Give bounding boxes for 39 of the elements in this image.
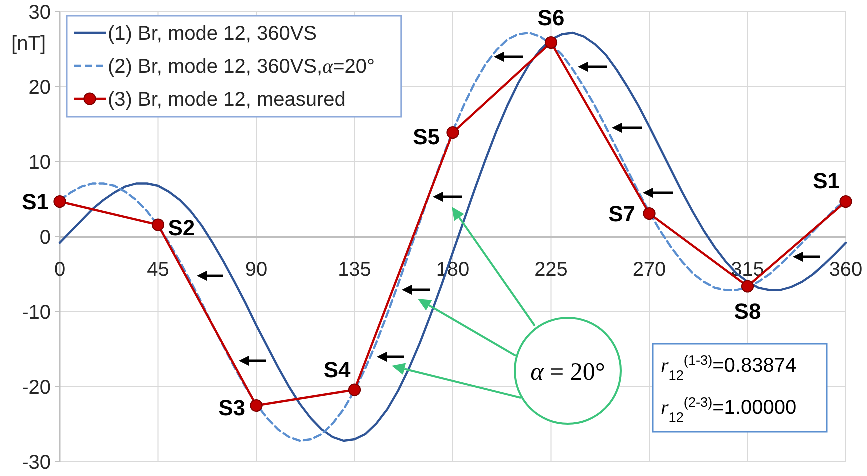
annotation: S1 xyxy=(813,168,840,194)
point xyxy=(544,36,558,50)
point xyxy=(643,207,656,220)
annotation: r$_{12}$$^{(2-3)}$=1.00000 xyxy=(661,394,797,424)
x-tick-label: 45 xyxy=(147,259,170,281)
y-tick-label: 30 xyxy=(28,2,51,24)
point xyxy=(446,126,460,140)
point xyxy=(741,280,754,293)
x-tick-label: 135 xyxy=(338,259,372,281)
y-tick-label: -30 xyxy=(22,452,51,474)
x-tick-label: 360 xyxy=(829,259,863,281)
legend-label: (2) Br, mode 12, 360VS,α=20° xyxy=(108,56,375,78)
y-tick-label: -10 xyxy=(22,302,51,324)
x-tick-label: 90 xyxy=(245,259,268,281)
point xyxy=(152,218,165,232)
annotation: S6 xyxy=(538,5,565,30)
y-tick-label: -20 xyxy=(22,377,51,399)
y-tick-label: 0 xyxy=(40,227,51,249)
annotation: S5 xyxy=(413,124,440,150)
annotation: S7 xyxy=(608,201,636,226)
annotation: S1 xyxy=(22,189,49,214)
point xyxy=(840,195,852,208)
annotation: S8 xyxy=(734,299,762,324)
annotation: S2 xyxy=(168,216,196,241)
point xyxy=(348,384,362,396)
y-tick-label: 10 xyxy=(28,152,51,174)
point xyxy=(54,195,66,208)
x-tick-label: 270 xyxy=(632,259,666,281)
legend-label: (3) Br, mode 12, measured xyxy=(108,89,346,111)
x-tick-label: 0 xyxy=(54,259,66,281)
legend-label: (1) Br, mode 12, 360VS xyxy=(108,23,318,45)
y-axis-title: [nT] xyxy=(12,33,46,55)
annotation: S4 xyxy=(324,358,352,383)
annotation: S3 xyxy=(218,395,246,420)
point xyxy=(250,399,263,412)
annotation: α = 20° xyxy=(530,358,606,386)
x-tick-label: 225 xyxy=(534,259,568,281)
y-tick-label: 20 xyxy=(28,77,51,99)
annotation: r$_{12}$$^{(1-3)}$=0.83874 xyxy=(661,352,797,382)
